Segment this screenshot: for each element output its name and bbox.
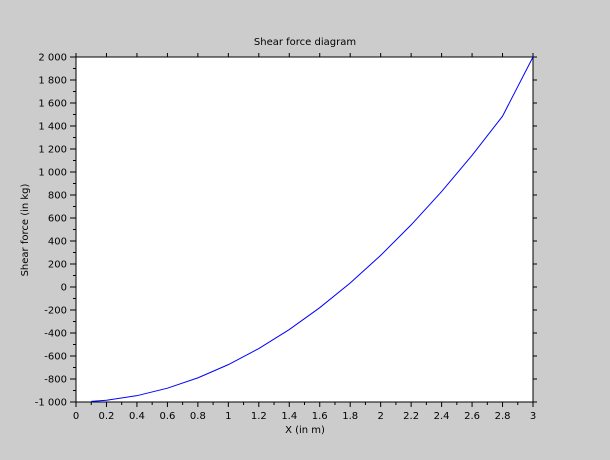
- x-tick-label: 1.2: [251, 411, 267, 422]
- x-tick-label: 1.8: [342, 411, 358, 422]
- x-tick-label: 2: [377, 411, 383, 422]
- x-tick-label: 0.6: [159, 411, 175, 422]
- ticks-layer: [70, 53, 537, 407]
- x-tick-label: 0: [73, 411, 79, 422]
- y-tick-label: 1 400: [38, 122, 67, 133]
- y-tick-label: 800: [48, 191, 67, 202]
- y-tick-label: 2 000: [38, 53, 67, 64]
- y-tick-label: 1 600: [38, 99, 67, 110]
- x-axis-title: X (in m): [285, 425, 325, 436]
- x-tick-label: 3: [530, 411, 536, 422]
- series-line: [91, 56, 534, 402]
- y-tick-label: 0: [61, 283, 67, 294]
- x-tick-label: 2.4: [434, 411, 450, 422]
- y-tick-label: -200: [44, 306, 67, 317]
- y-tick-label: 1 000: [38, 168, 67, 179]
- x-tick-label: 0.4: [129, 411, 145, 422]
- y-tick-label: 1 200: [38, 145, 67, 156]
- y-tick-label: -400: [44, 329, 67, 340]
- y-tick-label: -800: [44, 375, 67, 386]
- x-tick-label: 0.2: [99, 411, 115, 422]
- y-tick-label: 200: [48, 260, 67, 271]
- x-tick-label: 1: [225, 411, 231, 422]
- y-tick-label: 400: [48, 237, 67, 248]
- y-tick-label: -600: [44, 352, 67, 363]
- chart-title: Shear force diagram: [254, 37, 356, 48]
- y-axis-title: Shear force (in kg): [20, 183, 31, 276]
- x-tick-label: 1.4: [281, 411, 297, 422]
- x-tick-label: 2.6: [464, 411, 480, 422]
- y-tick-label: 600: [48, 214, 67, 225]
- plot-area: [75, 56, 534, 403]
- y-tick-label: 1 800: [38, 76, 67, 87]
- x-tick-label: 2.8: [495, 411, 511, 422]
- x-tick-label: 0.8: [190, 411, 206, 422]
- labels-layer: 0 0.2 0.4 0.6 0.8 1 1.2 1.4 1.6 1.8 2 2.2 2.4 2.6 2.8 3…: [35, 53, 536, 423]
- x-tick-label: 1.6: [312, 411, 328, 422]
- y-tick-label: -1 000: [35, 398, 67, 409]
- x-tick-label: 2.2: [403, 411, 419, 422]
